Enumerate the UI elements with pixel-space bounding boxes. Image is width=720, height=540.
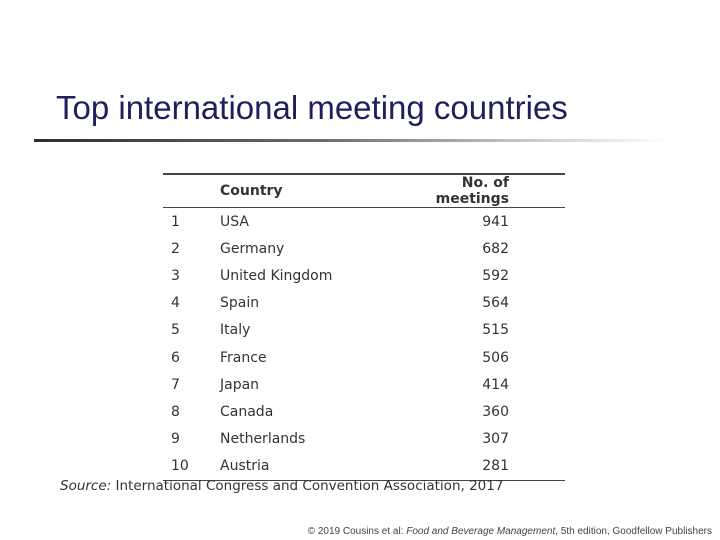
source-label: Source:	[60, 478, 112, 494]
row-rank: 10	[171, 458, 189, 475]
row-rank: 9	[171, 431, 180, 448]
header-rank	[163, 174, 220, 208]
row-rank: 8	[171, 403, 180, 420]
row-meetings-count: 360	[482, 403, 509, 420]
row-meetings-count: 515	[482, 322, 509, 339]
row-meetings-count: 414	[482, 376, 509, 393]
row-meetings-count: 506	[482, 349, 509, 366]
row-country: France	[220, 349, 267, 366]
row-meetings-count: 281	[482, 458, 509, 475]
row-country: Japan	[220, 376, 260, 393]
table-row: 9 Netherlands 307	[163, 426, 565, 453]
table-row: 6 France 506	[163, 344, 565, 371]
row-country: USA	[220, 213, 249, 230]
table-row: 5 Italy 515	[163, 317, 565, 344]
meetings-table-container: Country No. of meetings 1 USA 941 2 Germ…	[163, 173, 565, 481]
title-divider	[34, 139, 670, 142]
copyright-footer: © 2019 Cousins et al: Food and Beverage …	[308, 526, 712, 537]
slide-title: Top international meeting countries	[56, 89, 568, 126]
table-row: 3 United Kingdom 592	[163, 262, 565, 289]
row-meetings-count: 682	[482, 240, 509, 257]
copyright-suffix: , 5th edition, Goodfellow Publishers	[555, 526, 712, 537]
book-title: Food and Beverage Management	[406, 526, 556, 537]
row-rank: 5	[171, 322, 180, 339]
copyright-prefix: © 2019 Cousins et al:	[307, 526, 407, 537]
row-rank: 1	[171, 213, 180, 230]
row-meetings-count: 592	[482, 267, 509, 284]
row-country: United Kingdom	[220, 267, 333, 284]
table-header-row: Country No. of meetings	[163, 174, 565, 208]
table-row: 8 Canada 360	[163, 398, 565, 425]
header-meetings-count: No. of meetings	[435, 175, 509, 207]
row-rank: 2	[171, 240, 180, 257]
row-rank: 7	[171, 376, 180, 393]
source-citation: Source: International Congress and Conve…	[60, 478, 503, 494]
table-row: 10 Austria 281	[163, 453, 565, 481]
row-meetings-count: 307	[482, 431, 509, 448]
row-rank: 6	[171, 349, 180, 366]
row-rank: 4	[171, 295, 180, 312]
header-country: Country	[220, 183, 283, 199]
row-country: Italy	[220, 322, 251, 339]
row-country: Canada	[220, 403, 274, 420]
table-row: 7 Japan 414	[163, 371, 565, 398]
source-text: International Congress and Convention As…	[115, 478, 504, 494]
row-country: Netherlands	[220, 431, 306, 448]
row-meetings-count: 564	[482, 295, 509, 312]
row-meetings-count: 941	[482, 213, 509, 230]
row-rank: 3	[171, 267, 180, 284]
meetings-table: Country No. of meetings 1 USA 941 2 Germ…	[163, 173, 565, 481]
row-country: Germany	[220, 240, 285, 257]
row-country: Spain	[220, 295, 260, 312]
row-country: Austria	[220, 458, 270, 475]
table-row: 2 Germany 682	[163, 235, 565, 262]
table-row: 1 USA 941	[163, 208, 565, 236]
table-row: 4 Spain 564	[163, 290, 565, 317]
